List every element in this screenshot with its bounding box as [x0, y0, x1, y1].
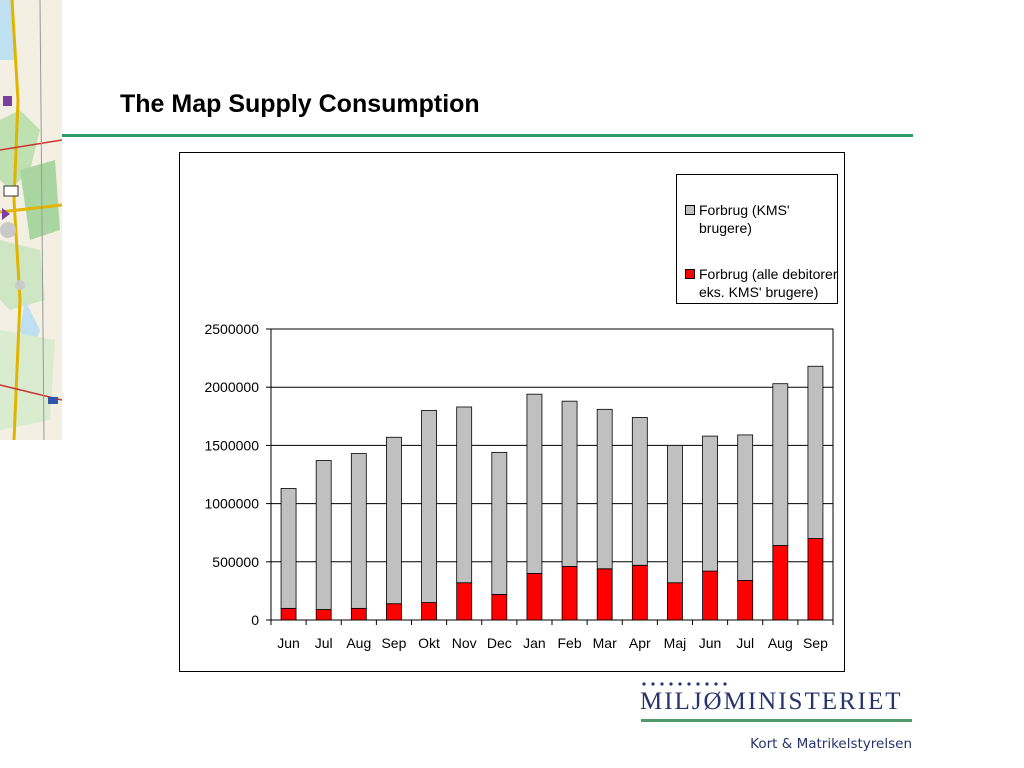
bar-segment-debitors	[280, 607, 297, 621]
x-tick-label: Jan	[523, 635, 546, 651]
legend-label-debitors: Forbrug (alle debitorer eks. KMS' bruger…	[699, 266, 838, 300]
bar-segment-kms	[772, 383, 789, 546]
bar-segment-kms	[421, 410, 437, 603]
y-tick-label: 1000000	[204, 496, 259, 512]
bar-segment-debitors	[350, 607, 367, 621]
x-tick-label: Maj	[664, 635, 687, 651]
logo-dot	[660, 682, 664, 686]
logo-dot	[696, 682, 700, 686]
bar-segment-kms	[456, 406, 473, 584]
logo-dot	[651, 682, 655, 686]
bar-segment-kms	[491, 451, 508, 595]
x-tick-label: Jun	[699, 635, 722, 651]
legend-item-kms: Forbrug (KMS' brugere)	[685, 201, 839, 237]
logo-underline	[641, 719, 912, 722]
bar-segment-debitors	[491, 593, 508, 621]
bar-segment-debitors	[386, 603, 402, 621]
x-tick-label: Nov	[452, 635, 477, 651]
x-tick-label: Aug	[346, 635, 371, 651]
logo-dots-decoration	[642, 682, 727, 686]
legend-item-debitors: Forbrug (alle debitorer eks. KMS' bruger…	[685, 265, 839, 301]
x-tick-label: Feb	[558, 635, 582, 651]
logo-dot	[687, 682, 691, 686]
y-tick-label: 0	[251, 612, 259, 628]
slide-title: The Map Supply Consumption	[120, 90, 480, 118]
x-tick-label: Aug	[768, 635, 793, 651]
x-tick-label: Jun	[277, 635, 300, 651]
bar-segment-debitors	[526, 573, 543, 621]
bar-segment-kms	[386, 436, 402, 605]
chart-frame: 0 500000 1000000 1500000 2000000 2500000 Jun Ju…	[179, 152, 845, 672]
bar-segment-kms	[596, 408, 613, 570]
x-tick-label: Dec	[487, 635, 512, 651]
legend-swatch-gray	[685, 205, 695, 215]
logo-dot	[678, 682, 682, 686]
x-tick-label: Okt	[418, 635, 440, 651]
x-tick-label: Mar	[593, 635, 617, 651]
bar-segment-kms	[631, 417, 648, 566]
x-tick-label: Jul	[736, 635, 754, 651]
bar-segment-debitors	[737, 580, 754, 621]
bar-segment-debitors	[667, 582, 683, 621]
logo-dot	[669, 682, 673, 686]
logo-dot	[642, 682, 646, 686]
bar-segment-kms	[350, 453, 367, 609]
legend-label-kms: Forbrug (KMS' brugere)	[699, 202, 790, 236]
bar-segment-kms	[737, 434, 754, 581]
bar-segment-kms	[667, 444, 683, 584]
bar-segment-debitors	[807, 538, 824, 621]
title-underline	[62, 134, 913, 137]
stacked-bar-chart: 0 500000 1000000 1500000 2000000 2500000 Jun Ju…	[204, 321, 834, 651]
chart-legend: Forbrug (KMS' brugere) Forbrug (alle deb…	[676, 174, 838, 304]
bar-segment-debitors	[596, 568, 613, 621]
agency-name: Kort & Matrikelstyrelsen	[750, 736, 912, 752]
bar-segment-kms	[807, 365, 824, 539]
bar-segment-kms	[280, 488, 297, 609]
bar-segment-kms	[526, 393, 543, 574]
x-tick-label: Apr	[629, 635, 651, 651]
x-tick-label: Sep	[803, 635, 828, 651]
bar-segment-debitors	[315, 609, 332, 621]
y-tick-label: 1500000	[204, 437, 259, 453]
logo-dot	[705, 682, 709, 686]
bar-segment-kms	[702, 435, 718, 572]
ministry-logo-text: MILJØMINISTERIET	[640, 688, 903, 715]
bar-segment-debitors	[421, 602, 437, 621]
map-fragment-image	[0, 0, 62, 440]
logo-dot	[714, 682, 718, 686]
bar-segment-debitors	[772, 545, 789, 621]
bar-segment-debitors	[702, 570, 718, 621]
y-tick-label: 2500000	[204, 321, 259, 337]
y-tick-label: 500000	[212, 554, 259, 570]
legend-swatch-red	[685, 269, 695, 279]
y-tick-label: 2000000	[204, 379, 259, 395]
bar-segment-kms	[561, 400, 578, 567]
bar-segment-debitors	[631, 564, 648, 621]
bar-segment-debitors	[456, 582, 473, 621]
x-tick-label: Jul	[315, 635, 333, 651]
logo-dot	[723, 682, 727, 686]
bar-segment-kms	[315, 460, 332, 610]
bar-segment-debitors	[561, 566, 578, 621]
x-tick-label: Sep	[381, 635, 406, 651]
